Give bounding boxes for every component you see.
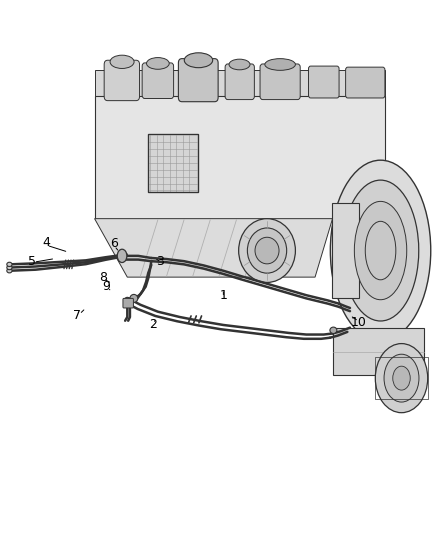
Ellipse shape — [393, 366, 410, 390]
Polygon shape — [95, 96, 385, 219]
Text: 2: 2 — [149, 319, 157, 332]
Polygon shape — [332, 328, 424, 375]
Polygon shape — [95, 70, 385, 96]
FancyBboxPatch shape — [104, 60, 140, 101]
Ellipse shape — [265, 59, 295, 70]
Text: 9: 9 — [102, 280, 110, 293]
Ellipse shape — [7, 265, 12, 270]
FancyBboxPatch shape — [225, 64, 254, 100]
Polygon shape — [332, 203, 359, 298]
Ellipse shape — [110, 55, 134, 68]
FancyBboxPatch shape — [346, 67, 385, 98]
Ellipse shape — [130, 294, 138, 302]
FancyBboxPatch shape — [178, 59, 218, 102]
FancyBboxPatch shape — [123, 298, 134, 308]
FancyBboxPatch shape — [260, 64, 300, 100]
Ellipse shape — [247, 228, 287, 273]
Text: 10: 10 — [351, 316, 367, 329]
Text: 8: 8 — [99, 271, 107, 284]
Ellipse shape — [117, 249, 127, 263]
Ellipse shape — [7, 269, 12, 273]
Ellipse shape — [384, 354, 419, 402]
Ellipse shape — [7, 262, 12, 266]
Text: 4: 4 — [42, 236, 50, 249]
Text: 5: 5 — [28, 255, 36, 268]
Bar — [148, 134, 198, 192]
Ellipse shape — [354, 201, 407, 300]
Ellipse shape — [375, 344, 427, 413]
FancyBboxPatch shape — [308, 66, 339, 98]
Ellipse shape — [229, 59, 250, 70]
Polygon shape — [95, 96, 141, 219]
Ellipse shape — [330, 160, 431, 341]
Ellipse shape — [330, 327, 337, 334]
Polygon shape — [95, 219, 332, 277]
Ellipse shape — [365, 221, 396, 280]
FancyBboxPatch shape — [148, 134, 198, 192]
FancyBboxPatch shape — [142, 63, 173, 99]
Ellipse shape — [184, 53, 213, 68]
Ellipse shape — [239, 219, 295, 282]
Ellipse shape — [255, 237, 279, 264]
Text: 7: 7 — [73, 309, 81, 322]
Text: 1: 1 — [219, 289, 227, 302]
Ellipse shape — [124, 297, 131, 304]
Text: 6: 6 — [110, 237, 118, 250]
Ellipse shape — [343, 180, 419, 321]
Ellipse shape — [147, 58, 169, 69]
Text: 3: 3 — [156, 255, 164, 268]
